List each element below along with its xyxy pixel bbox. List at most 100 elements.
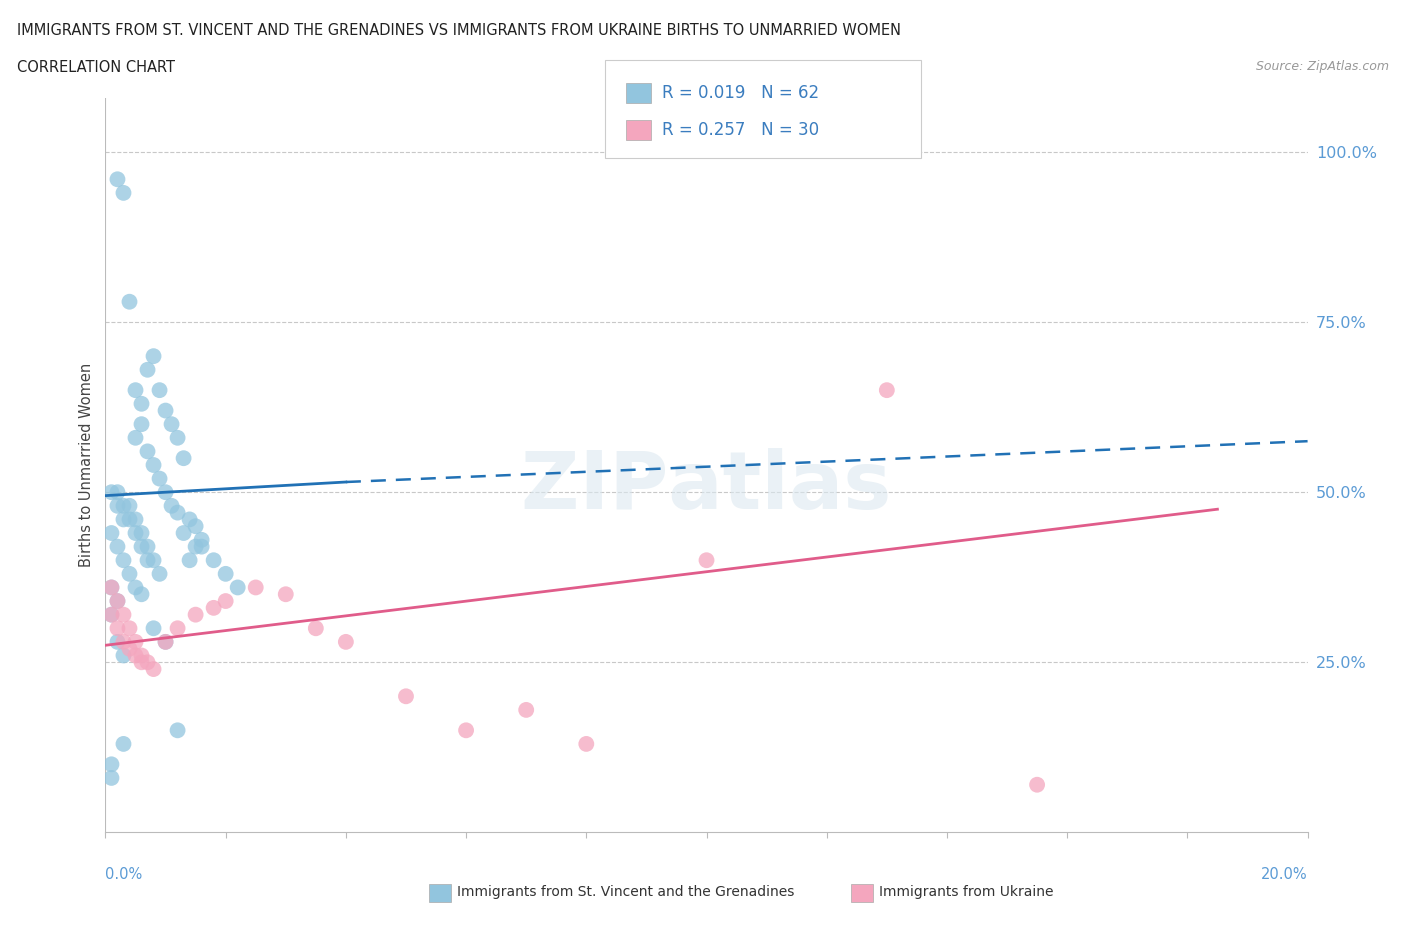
Point (124, 580, 146, 595)
Text: 0.0%: 0.0% (105, 867, 142, 882)
Point (335, 634, 357, 649)
Point (142, 458, 165, 472)
Point (107, 539, 129, 554)
Point (173, 451, 195, 466)
Text: CORRELATION CHART: CORRELATION CHART (17, 60, 174, 75)
Point (118, 512, 141, 527)
Point (142, 552, 165, 567)
Point (107, 593, 129, 608)
Point (226, 580, 249, 595)
Point (112, 512, 135, 527)
Point (166, 431, 188, 445)
Point (112, 737, 135, 751)
Point (142, 621, 165, 636)
Point (148, 566, 170, 581)
Point (100, 485, 122, 499)
Point (131, 396, 153, 411)
Point (202, 601, 225, 616)
Point (100, 607, 122, 622)
Point (136, 552, 159, 567)
Point (107, 498, 129, 513)
Point (131, 655, 153, 670)
Point (112, 607, 135, 622)
Text: R = 0.257   N = 30: R = 0.257 N = 30 (662, 121, 820, 140)
Point (124, 634, 146, 649)
Point (190, 539, 212, 554)
Point (112, 498, 135, 513)
Point (166, 621, 188, 636)
Point (1026, 777, 1049, 792)
Point (100, 757, 122, 772)
Point (155, 634, 177, 649)
Point (184, 539, 207, 554)
Point (148, 472, 170, 486)
Point (131, 648, 153, 663)
Point (100, 770, 122, 785)
Point (166, 505, 188, 520)
Point (245, 580, 267, 595)
Text: Immigrants from St. Vincent and the Grenadines: Immigrants from St. Vincent and the Gren… (457, 884, 794, 899)
Text: 20.0%: 20.0% (1261, 867, 1308, 882)
Point (112, 634, 135, 649)
Point (148, 383, 170, 398)
Point (696, 552, 718, 567)
Point (136, 363, 159, 378)
Point (274, 587, 297, 602)
Point (107, 621, 129, 636)
Point (454, 723, 477, 737)
Point (100, 580, 122, 595)
Text: R = 0.019   N = 62: R = 0.019 N = 62 (662, 84, 820, 102)
Point (118, 294, 141, 309)
Point (131, 587, 153, 602)
Point (142, 661, 165, 676)
Point (112, 185, 135, 200)
Point (160, 417, 183, 432)
Point (155, 485, 177, 499)
Point (124, 648, 146, 663)
Point (136, 655, 159, 670)
Text: Source: ZipAtlas.com: Source: ZipAtlas.com (1256, 60, 1389, 73)
Point (173, 525, 195, 540)
Point (214, 566, 236, 581)
Point (131, 525, 153, 540)
Point (515, 702, 537, 717)
Point (112, 552, 135, 567)
Point (107, 634, 129, 649)
Text: ZIP​atlas: ZIP​atlas (522, 448, 891, 526)
Point (118, 566, 141, 581)
Point (142, 349, 165, 364)
Point (118, 621, 141, 636)
Point (184, 607, 207, 622)
Y-axis label: Births to Unmarried Women: Births to Unmarried Women (79, 363, 94, 567)
Point (100, 607, 122, 622)
Point (107, 593, 129, 608)
Point (160, 498, 183, 513)
Point (124, 383, 146, 398)
Point (107, 485, 129, 499)
Point (155, 403, 177, 418)
Point (118, 498, 141, 513)
Point (131, 539, 153, 554)
Point (136, 444, 159, 458)
Point (112, 648, 135, 663)
Point (184, 519, 207, 534)
Point (124, 512, 146, 527)
Point (876, 383, 898, 398)
Point (107, 172, 129, 187)
Point (166, 723, 188, 737)
Point (214, 593, 236, 608)
Point (202, 552, 225, 567)
Point (118, 642, 141, 657)
Point (124, 431, 146, 445)
Point (100, 580, 122, 595)
Text: IMMIGRANTS FROM ST. VINCENT AND THE GRENADINES VS IMMIGRANTS FROM UKRAINE BIRTHS: IMMIGRANTS FROM ST. VINCENT AND THE GREN… (17, 23, 901, 38)
Point (155, 634, 177, 649)
Point (190, 532, 212, 547)
Point (179, 512, 201, 527)
Point (136, 539, 159, 554)
Point (395, 689, 418, 704)
Point (100, 525, 122, 540)
Point (124, 525, 146, 540)
Text: Immigrants from Ukraine: Immigrants from Ukraine (879, 884, 1053, 899)
Point (575, 737, 598, 751)
